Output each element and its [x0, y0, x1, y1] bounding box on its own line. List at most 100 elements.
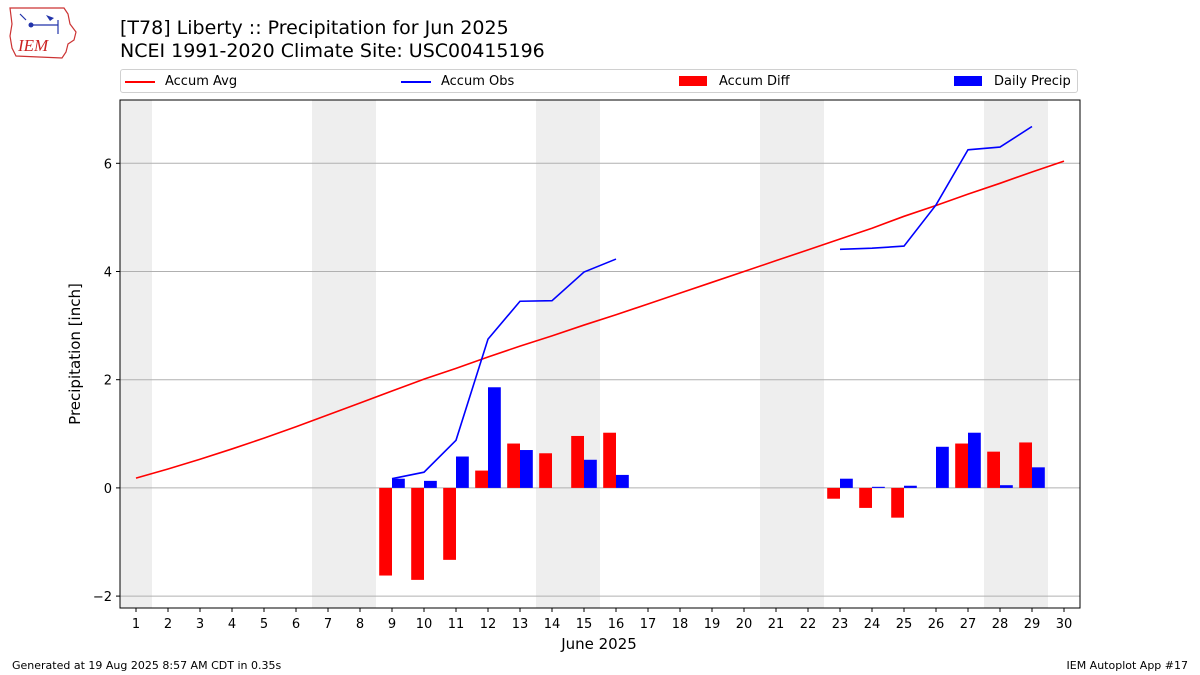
x-tick-label: 6 — [292, 617, 300, 632]
legend-swatch-accum-avg — [125, 81, 155, 83]
legend-item-accum-avg: Accum Avg — [125, 73, 325, 91]
bar-accum-diff — [891, 487, 904, 518]
legend-item-daily-precip: Daily Precip — [954, 73, 1076, 91]
x-tick-label: 7 — [324, 617, 332, 632]
x-tick-label: 12 — [480, 617, 497, 632]
bar-daily-precip — [584, 459, 597, 488]
legend-label-accum-obs: Accum Obs — [441, 74, 515, 89]
x-tick-label: 20 — [736, 617, 753, 632]
weekend-band — [312, 100, 376, 608]
x-tick-label: 18 — [672, 617, 689, 632]
x-tick-label: 26 — [928, 617, 945, 632]
bar-accum-diff — [379, 487, 392, 576]
legend-item-accum-obs: Accum Obs — [401, 73, 601, 91]
bar-daily-precip — [456, 456, 469, 488]
x-tick-label: 19 — [704, 617, 721, 632]
legend-swatch-accum-diff — [679, 76, 707, 86]
bar-daily-precip — [520, 450, 533, 488]
x-tick-label: 22 — [800, 617, 817, 632]
bar-daily-precip — [392, 478, 405, 488]
x-tick-label: 15 — [576, 617, 593, 632]
bar-daily-precip — [1032, 467, 1045, 488]
bar-accum-diff — [411, 487, 424, 580]
y-tick-label: 6 — [104, 157, 112, 172]
x-tick-label: 11 — [448, 617, 465, 632]
gridlines — [120, 162, 1080, 597]
bar-daily-precip — [488, 387, 501, 488]
y-axis-label: Precipitation [inch] — [66, 283, 84, 425]
bar-series — [379, 387, 1045, 580]
bar-accum-diff — [571, 435, 584, 488]
line-accum-avg — [135, 160, 1065, 479]
x-tick-label: 23 — [832, 617, 849, 632]
x-tick-label: 29 — [1024, 617, 1041, 632]
x-tick-label: 13 — [512, 617, 529, 632]
bar-accum-diff — [955, 443, 968, 488]
y-tick-label: −2 — [93, 590, 112, 605]
bar-daily-precip — [840, 478, 853, 488]
bar-accum-diff — [443, 487, 456, 560]
weekend-band — [536, 100, 600, 608]
x-tick-label: 3 — [196, 617, 204, 632]
bar-daily-precip — [872, 486, 885, 488]
line-accum-obs — [839, 125, 1033, 251]
legend-label-daily-precip: Daily Precip — [994, 74, 1071, 89]
bar-daily-precip — [968, 432, 981, 488]
bar-accum-diff — [827, 487, 840, 499]
bar-accum-diff — [475, 470, 488, 488]
footer-app: IEM Autoplot App #17 — [1066, 659, 1189, 672]
x-tick-label: 16 — [608, 617, 625, 632]
x-tick-label: 21 — [768, 617, 785, 632]
legend-item-accum-diff: Accum Diff — [679, 73, 879, 91]
bar-daily-precip — [936, 446, 949, 488]
line-accum-obs — [391, 258, 617, 480]
legend-swatch-accum-obs — [401, 81, 431, 83]
y-tick-label: 0 — [104, 482, 112, 497]
weekend-band — [120, 100, 152, 608]
x-tick-label: 17 — [640, 617, 657, 632]
x-tick-label: 25 — [896, 617, 913, 632]
x-tick-label: 4 — [228, 617, 236, 632]
x-tick-label: 28 — [992, 617, 1009, 632]
x-axis-label: June 2025 — [560, 635, 637, 653]
bar-accum-diff — [859, 487, 872, 508]
bar-daily-precip — [1000, 485, 1013, 488]
bar-daily-precip — [904, 485, 917, 488]
x-tick-label: 27 — [960, 617, 977, 632]
legend-label-accum-avg: Accum Avg — [165, 74, 238, 89]
y-tick-label: 2 — [104, 374, 112, 389]
bar-accum-diff — [539, 453, 552, 488]
footer-generated: Generated at 19 Aug 2025 8:57 AM CDT in … — [12, 659, 282, 672]
iem-logo: IEM — [9, 7, 77, 59]
chart-title-line2: NCEI 1991-2020 Climate Site: USC00415196 — [120, 40, 545, 62]
legend: Accum Avg Accum Obs Accum Diff Daily Pre… — [120, 69, 1078, 93]
line-series — [135, 125, 1065, 480]
logo-text: IEM — [17, 36, 49, 55]
x-tick-label: 1 — [132, 617, 140, 632]
weekend-shading — [120, 100, 1048, 608]
bar-accum-diff — [1019, 442, 1032, 488]
y-tick-label: 4 — [104, 265, 112, 280]
bar-accum-diff — [603, 432, 616, 488]
chart-title: [T78] Liberty :: Precipitation for Jun 2… — [120, 17, 545, 63]
x-tick-label: 30 — [1056, 617, 1073, 632]
chart-title-line1: [T78] Liberty :: Precipitation for Jun 2… — [120, 17, 509, 39]
weekend-band — [760, 100, 824, 608]
bar-accum-diff — [507, 443, 520, 488]
legend-label-accum-diff: Accum Diff — [719, 74, 790, 89]
bar-daily-precip — [616, 474, 629, 488]
bar-daily-precip — [424, 480, 437, 488]
weekend-band — [984, 100, 1048, 608]
bar-accum-diff — [987, 451, 1000, 488]
x-tick-label: 24 — [864, 617, 881, 632]
x-tick-label: 10 — [416, 617, 433, 632]
x-tick-label: 2 — [164, 617, 172, 632]
x-tick-label: 5 — [260, 617, 268, 632]
x-tick-label: 8 — [356, 617, 364, 632]
plot-frame — [119, 99, 1081, 609]
legend-swatch-daily-precip — [954, 76, 982, 86]
x-tick-label: 14 — [544, 617, 561, 632]
x-tick-label: 9 — [388, 617, 396, 632]
